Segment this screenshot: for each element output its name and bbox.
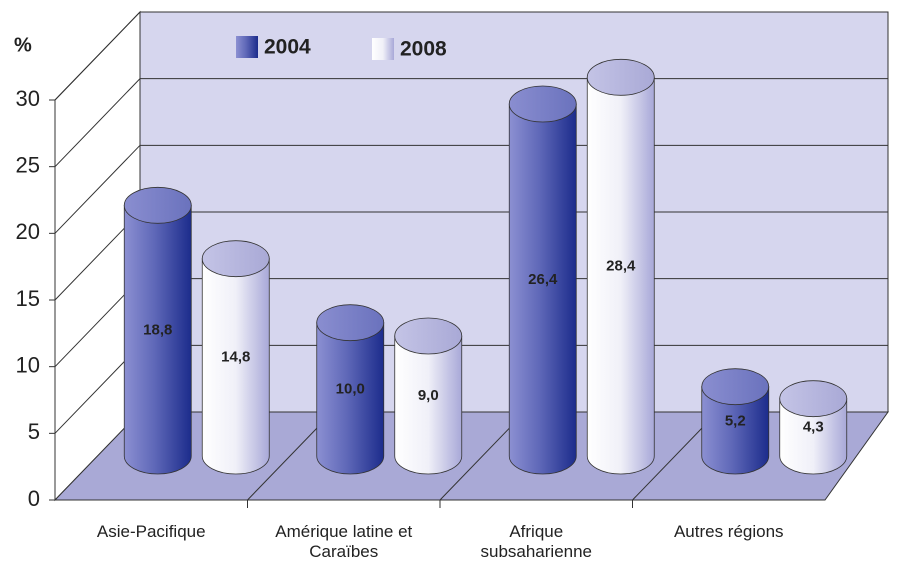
cylinder-top: [508, 85, 577, 123]
data-label: 14,8: [221, 348, 250, 365]
cylinder: [586, 58, 655, 475]
cylinder-body: [316, 322, 385, 475]
data-label: 18,8: [143, 322, 172, 339]
cylinder: [123, 186, 192, 475]
y-tick-label: 30: [16, 86, 40, 111]
x-tick-label: Amérique latine et Caraïbes: [275, 522, 413, 561]
cylinder-top: [201, 240, 270, 278]
cylinder-top: [586, 58, 655, 96]
x-tick-label: Afrique subsaharienne: [480, 522, 593, 561]
y-axis-label: %: [14, 34, 32, 56]
cylinder-top: [123, 186, 192, 224]
cylinder-body: [201, 258, 270, 475]
cylinder-top: [316, 304, 385, 342]
cylinder-body: [123, 204, 192, 475]
data-label: 26,4: [528, 271, 558, 288]
cylinder: [316, 304, 385, 475]
legend-swatch: [236, 36, 258, 58]
cylinder: [201, 240, 270, 475]
cylinder-body: [394, 335, 463, 475]
cylinder: [508, 85, 577, 475]
data-label: 9,0: [418, 387, 439, 404]
legend-swatch: [372, 38, 394, 60]
data-label: 4,3: [803, 418, 824, 435]
cylinder: [701, 368, 770, 475]
cylinder: [394, 317, 463, 475]
x-tick-label: Autres régions: [673, 522, 784, 541]
y-tick-label: 5: [28, 419, 40, 444]
y-tick-label: 10: [16, 352, 40, 377]
cylinder-top: [701, 368, 770, 406]
legend-label: 2008: [400, 38, 447, 61]
grid-line: [54, 11, 888, 101]
cylinder-top: [779, 380, 848, 418]
x-tick-label: Asie-Pacifique: [96, 522, 206, 541]
y-tick-label: 0: [28, 486, 40, 511]
data-label: 28,4: [606, 258, 636, 275]
cylinder-body: [586, 76, 655, 475]
y-tick-label: 15: [16, 286, 40, 311]
legend-label: 2004: [264, 36, 311, 59]
cylinder: [779, 380, 848, 475]
y-tick-label: 20: [16, 219, 40, 244]
data-label: 10,0: [336, 380, 365, 397]
data-label: 5,2: [725, 412, 746, 429]
cylinder-top: [394, 317, 463, 355]
cylinder-body: [779, 398, 848, 475]
cylinder-body: [701, 386, 770, 475]
y-tick-label: 25: [16, 152, 40, 177]
cylinder-body: [508, 103, 577, 475]
